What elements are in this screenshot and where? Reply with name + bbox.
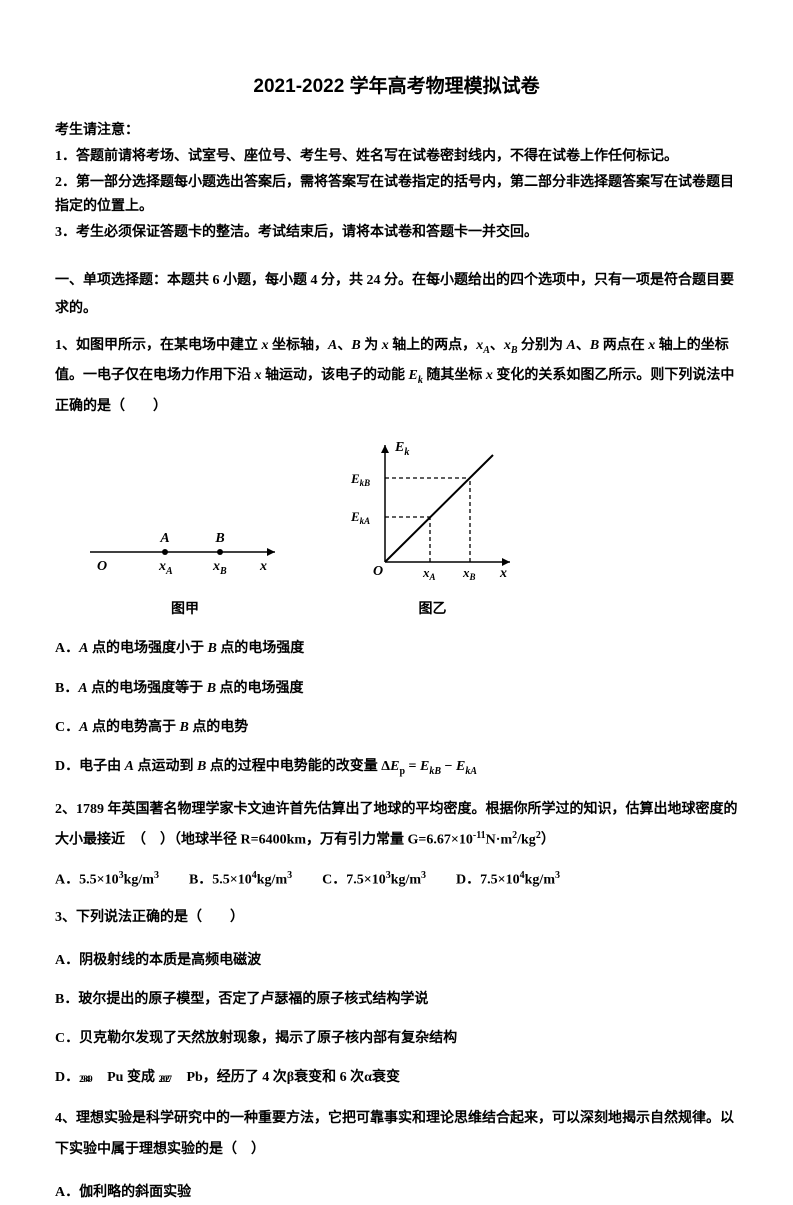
notice-item-3: 3．考生必须保证答题卡的整洁。考试结束后，请将本试卷和答题卡一并交回。 xyxy=(55,221,738,245)
svg-text:x: x xyxy=(259,559,267,574)
q1-option-d: D．电子由 A 点运动到 B 点的过程中电势能的改变量 ΔEp = EkB − … xyxy=(55,754,738,781)
q1-option-a: A．A 点的电场强度小于 B 点的电场强度 xyxy=(55,636,738,661)
q3-option-d: D．23994Pu 变成 20782Pb，经历了 4 次β衰变和 6 次α衰变 xyxy=(55,1065,738,1090)
q1-figures: A B O xA xB x 图甲 O Ek EkB Ek xyxy=(85,437,738,622)
svg-text:A: A xyxy=(159,531,169,546)
q3-option-b: B．玻尔提出的原子模型，否定了卢瑟福的原子核式结构学说 xyxy=(55,987,738,1012)
svg-text:O: O xyxy=(373,564,383,579)
section1-desc: 一、单项选择题：本题共 6 小题，每小题 4 分，共 24 分。在每小题给出的四… xyxy=(55,267,738,323)
q1-option-b: B．A 点的电场强度等于 B 点的电场强度 xyxy=(55,676,738,701)
q4-option-a: A．伽利略的斜面实验 xyxy=(55,1180,738,1205)
q2-text: 2、1789 年英国著名物理学家卡文迪许首先估算出了地球的平均密度。根据你所学过… xyxy=(55,795,738,857)
q3-option-c: C．贝克勒尔发现了天然放射现象，揭示了原子核内部有复杂结构 xyxy=(55,1026,738,1051)
fig-yi-svg: O Ek EkB EkA xA xB x xyxy=(345,437,520,582)
svg-text:EkA: EkA xyxy=(350,509,370,526)
q3-text: 3、下列说法正确的是（ ） xyxy=(55,903,738,934)
notice-heading: 考生请注意： xyxy=(55,118,738,143)
notice-item-2: 2．第一部分选择题每小题选出答案后，需将答案写在试卷指定的括号内，第二部分非选择… xyxy=(55,171,738,219)
svg-text:Ek: Ek xyxy=(394,440,409,458)
svg-text:O: O xyxy=(97,559,107,574)
svg-text:xA: xA xyxy=(158,559,173,577)
svg-text:xA: xA xyxy=(422,565,436,582)
svg-text:x: x xyxy=(499,566,507,581)
fig-yi-caption: 图乙 xyxy=(345,597,520,622)
svg-text:B: B xyxy=(214,531,224,546)
q4-text: 4、理想实验是科学研究中的一种重要方法，它把可靠事实和理论思维结合起来，可以深刻… xyxy=(55,1104,738,1166)
svg-text:xB: xB xyxy=(462,565,476,582)
fig-jia-caption: 图甲 xyxy=(85,597,285,622)
q1-option-c: C．A 点的电势高于 B 点的电势 xyxy=(55,715,738,740)
q3-option-a: A．阴极射线的本质是高频电磁波 xyxy=(55,948,738,973)
q1-figure-yi: O Ek EkB EkA xA xB x 图乙 xyxy=(345,437,520,622)
page-title: 2021-2022 学年高考物理模拟试卷 xyxy=(55,70,738,104)
q2-options: A．5.5×103kg/m3 B．5.5×104kg/m3 C．7.5×103k… xyxy=(55,867,738,893)
q2-option-d: D．7.5×104kg/m3 xyxy=(456,867,560,893)
q2-option-c: C．7.5×103kg/m3 xyxy=(322,867,426,893)
svg-text:EkB: EkB xyxy=(350,471,370,488)
notice-item-1: 1．答题前请将考场、试室号、座位号、考生号、姓名写在试卷密封线内，不得在试卷上作… xyxy=(55,145,738,169)
fig-jia-svg: A B O xA xB x xyxy=(85,512,285,582)
q2-option-b: B．5.5×104kg/m3 xyxy=(189,867,292,893)
q1-text: 1、如图甲所示，在某电场中建立 x 坐标轴，A、B 为 x 轴上的两点，xA、x… xyxy=(55,331,738,423)
svg-text:xB: xB xyxy=(212,559,227,577)
q1-figure-jia: A B O xA xB x 图甲 xyxy=(85,512,285,622)
q2-option-a: A．5.5×103kg/m3 xyxy=(55,867,159,893)
